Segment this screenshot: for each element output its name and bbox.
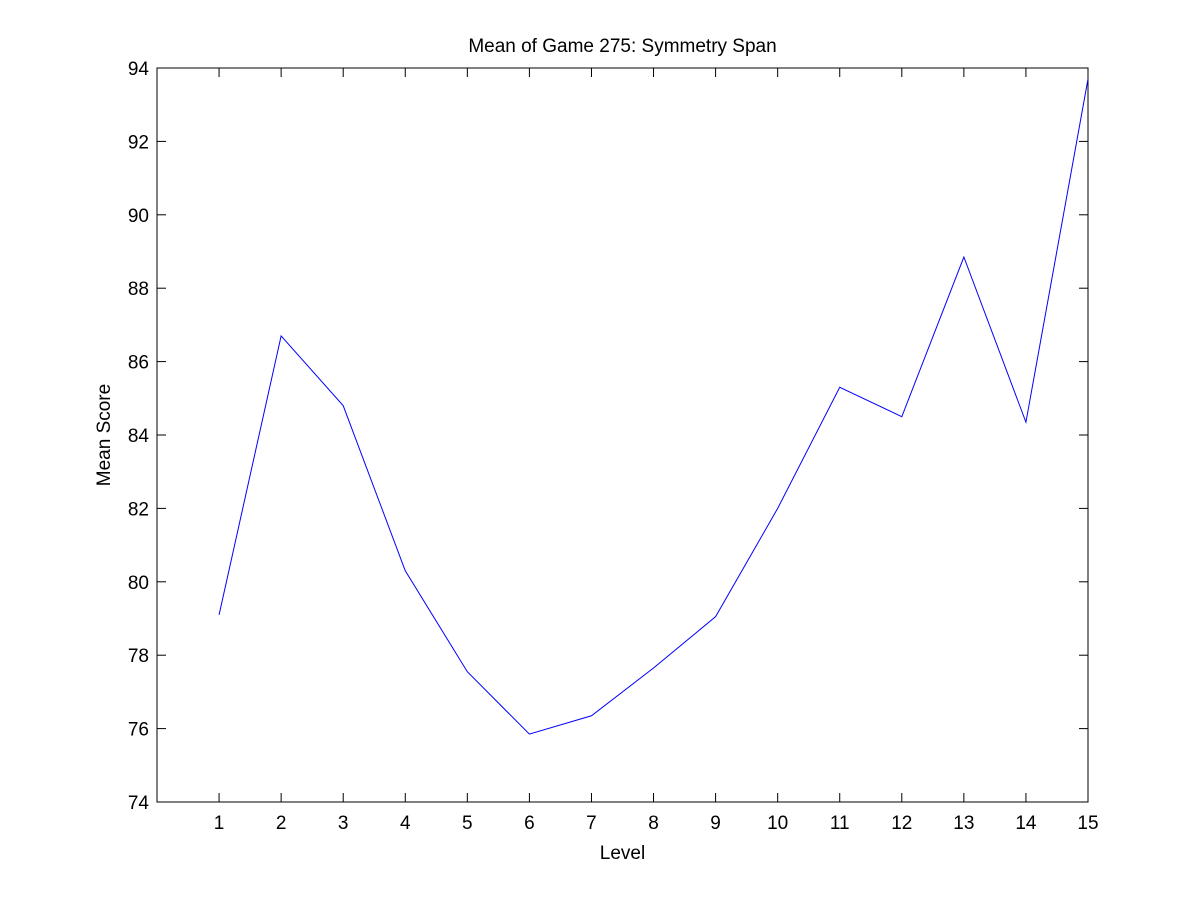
x-tick-label: 9	[710, 813, 721, 834]
x-tick-label: 8	[648, 813, 659, 834]
x-tick-label: 14	[1015, 813, 1037, 834]
x-tick-label: 5	[462, 813, 473, 834]
x-tick-label: 6	[524, 813, 535, 834]
plot-area	[156, 67, 1089, 803]
x-tick-label: 15	[1077, 813, 1098, 834]
x-axis-label: Level	[600, 843, 645, 864]
x-tick-label: 13	[953, 813, 974, 834]
y-tick-label: 78	[128, 646, 149, 667]
chart-title: Mean of Game 275: Symmetry Span	[468, 36, 776, 57]
x-tick-label: 3	[338, 813, 349, 834]
y-tick-label: 90	[128, 206, 149, 227]
x-tick-label: 12	[891, 813, 912, 834]
y-tick-label: 92	[128, 132, 149, 153]
x-tick-label: 4	[400, 813, 411, 834]
y-tick-label: 88	[128, 279, 149, 300]
y-tick-label: 82	[128, 499, 149, 520]
x-tick-label: 1	[214, 813, 225, 834]
y-tick-label: 80	[128, 573, 149, 594]
x-tick-label: 7	[586, 813, 597, 834]
x-tick-label: 2	[276, 813, 287, 834]
y-axis: 74 76 78 80 82 84 86 88 90 92 94	[128, 59, 1088, 814]
y-tick-label: 86	[128, 353, 149, 374]
y-tick-label: 76	[128, 720, 149, 741]
y-axis-label: Mean Score	[94, 384, 115, 486]
x-tick-label: 11	[830, 813, 850, 834]
x-axis: 1 2 3 4 5 6 7 8 9 10 11 12 13 14 15	[214, 68, 1099, 834]
y-tick-label: 94	[128, 59, 150, 80]
y-tick-label: 84	[128, 426, 150, 447]
x-tick-label: 10	[767, 813, 788, 834]
series-line	[218, 78, 1089, 735]
y-tick-label: 74	[128, 793, 150, 814]
